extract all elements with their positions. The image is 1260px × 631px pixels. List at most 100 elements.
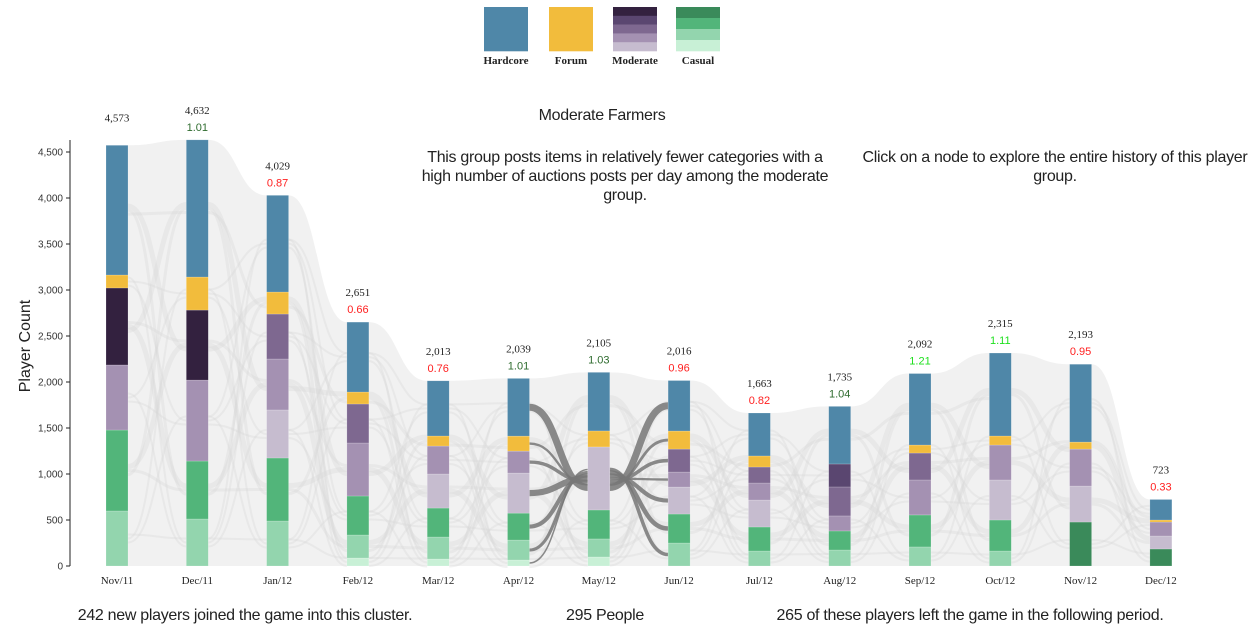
bar-segment-c2[interactable] <box>507 512 530 541</box>
bar-segment-c2[interactable] <box>587 509 611 540</box>
bar-segment-c2[interactable] <box>266 457 289 522</box>
bar-segment-f[interactable] <box>587 430 611 448</box>
bar-segment-f[interactable] <box>1149 519 1173 523</box>
bar-segment-c2[interactable] <box>989 519 1012 552</box>
bar-segment-f[interactable] <box>908 444 932 454</box>
bar-segment-h[interactable] <box>587 372 611 432</box>
bar-segment-m3[interactable] <box>828 486 851 517</box>
bar-segment-m5[interactable] <box>667 486 691 515</box>
bar-segment-h[interactable] <box>908 373 932 446</box>
bar-node-jul-12[interactable] <box>748 412 771 567</box>
bar-node-nov-12[interactable] <box>1069 363 1092 567</box>
bar-segment-m4[interactable] <box>426 445 450 475</box>
bar-segment-f[interactable] <box>989 435 1012 446</box>
bar-segment-m4[interactable] <box>266 358 289 411</box>
stacked-bars[interactable] <box>105 139 1173 567</box>
bar-node-oct-12[interactable] <box>989 352 1012 567</box>
bar-segment-c2[interactable] <box>186 460 209 520</box>
bar-segment-c2[interactable] <box>748 526 771 552</box>
bar-node-dec-11[interactable] <box>186 139 209 567</box>
bar-segment-c2[interactable] <box>105 429 129 512</box>
bar-segment-c4[interactable] <box>426 558 450 567</box>
bar-segment-c3[interactable] <box>105 510 129 567</box>
bar-segment-m3[interactable] <box>346 403 370 444</box>
bar-segment-c1[interactable] <box>1069 521 1092 567</box>
bar-segment-m4[interactable] <box>1069 448 1092 487</box>
bar-node-sep-12[interactable] <box>908 373 932 567</box>
bar-segment-c3[interactable] <box>989 550 1012 567</box>
bar-segment-c3[interactable] <box>266 520 289 567</box>
bar-segment-f[interactable] <box>105 274 129 289</box>
bar-segment-c2[interactable] <box>667 513 691 544</box>
bar-segment-m4[interactable] <box>186 379 209 462</box>
bar-segment-c4[interactable] <box>587 556 611 567</box>
bar-segment-f[interactable] <box>748 455 771 468</box>
bar-segment-c3[interactable] <box>426 536 450 560</box>
bar-segment-f[interactable] <box>346 391 370 405</box>
bar-segment-f[interactable] <box>266 291 289 315</box>
bar-segment-f[interactable] <box>1069 441 1092 450</box>
bar-segment-m4[interactable] <box>667 471 691 488</box>
bar-node-jun-12[interactable] <box>667 380 691 567</box>
bar-segment-m4[interactable] <box>748 482 771 501</box>
bar-segment-c2[interactable] <box>828 530 851 551</box>
bar-segment-c1[interactable] <box>1149 548 1173 567</box>
bar-segment-m1[interactable] <box>186 309 209 381</box>
bar-segment-m4[interactable] <box>1149 521 1173 537</box>
bar-segment-h[interactable] <box>507 378 530 437</box>
bar-segment-c3[interactable] <box>828 549 851 567</box>
bar-segment-m4[interactable] <box>908 479 932 516</box>
bar-segment-m5[interactable] <box>587 446 611 511</box>
bar-segment-h[interactable] <box>105 145 129 276</box>
bar-segment-c3[interactable] <box>587 538 611 558</box>
bar-segment-h[interactable] <box>989 352 1012 437</box>
bar-segment-m5[interactable] <box>507 472 530 514</box>
bar-segment-c2[interactable] <box>426 507 450 538</box>
bar-segment-h[interactable] <box>266 195 289 293</box>
bar-node-dec-12[interactable] <box>1149 499 1173 567</box>
bar-segment-c4[interactable] <box>346 557 370 567</box>
bar-segment-m4[interactable] <box>507 450 530 474</box>
bar-node-jan-12[interactable] <box>266 195 289 567</box>
bar-segment-c3[interactable] <box>908 546 932 567</box>
bar-node-apr-12[interactable] <box>507 378 530 567</box>
bar-segment-f[interactable] <box>426 435 450 447</box>
bar-segment-m3[interactable] <box>908 452 932 481</box>
bar-segment-m2[interactable] <box>828 463 851 488</box>
bar-segment-m5[interactable] <box>748 499 771 528</box>
bar-segment-m4[interactable] <box>346 442 370 497</box>
bar-segment-m4[interactable] <box>828 515 851 532</box>
bar-segment-m5[interactable] <box>426 473 450 509</box>
bar-segment-f[interactable] <box>667 430 691 450</box>
bar-segment-c2[interactable] <box>346 495 370 536</box>
bar-segment-h[interactable] <box>828 406 851 465</box>
bar-segment-m3[interactable] <box>667 448 691 473</box>
bar-segment-m5[interactable] <box>266 409 289 459</box>
bar-segment-m3[interactable] <box>266 313 289 360</box>
bar-segment-c3[interactable] <box>507 539 530 561</box>
bar-node-aug-12[interactable] <box>828 406 851 567</box>
bar-segment-m5[interactable] <box>1149 535 1173 550</box>
bar-segment-h[interactable] <box>346 321 370 393</box>
bar-segment-c3[interactable] <box>186 518 209 567</box>
bar-segment-c3[interactable] <box>748 550 771 567</box>
bar-segment-c4[interactable] <box>507 559 530 567</box>
bar-node-may-12[interactable] <box>587 372 611 567</box>
bar-segment-h[interactable] <box>1069 363 1092 443</box>
bar-segment-m3[interactable] <box>748 466 771 484</box>
bar-segment-m5[interactable] <box>1069 485 1092 523</box>
bar-segment-h[interactable] <box>748 412 771 457</box>
bar-segment-c3[interactable] <box>667 542 691 567</box>
bar-segment-h[interactable] <box>186 139 209 278</box>
bar-segment-f[interactable] <box>507 435 530 452</box>
bar-segment-c2[interactable] <box>908 514 932 548</box>
bar-segment-f[interactable] <box>186 276 209 311</box>
bar-segment-m4[interactable] <box>989 444 1012 481</box>
bar-segment-h[interactable] <box>667 380 691 432</box>
bar-node-mar-12[interactable] <box>426 380 450 567</box>
bar-segment-c3[interactable] <box>346 534 370 559</box>
bar-segment-m5[interactable] <box>989 479 1012 521</box>
bar-segment-h[interactable] <box>1149 499 1173 521</box>
bar-node-feb-12[interactable] <box>346 321 370 567</box>
bar-segment-m1[interactable] <box>105 287 129 366</box>
